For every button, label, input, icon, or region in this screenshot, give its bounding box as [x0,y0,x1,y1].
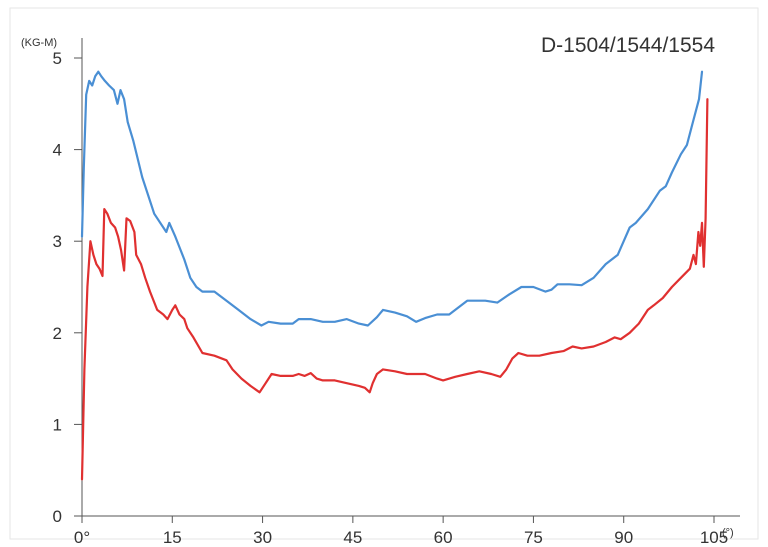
series-layer [80,70,709,481]
series-line-lower [80,98,709,481]
x-tick-label: 15 [163,528,182,547]
y-tick-label: 1 [53,415,62,434]
x-axis-unit-label: (°) [722,527,734,539]
x-tick-label: 60 [434,528,453,547]
x-tick-label: 105 [700,528,728,547]
x-tick-label: 30 [253,528,272,547]
x-tick-label: 0° [74,528,90,547]
x-tick-label: 90 [614,528,633,547]
y-axis-unit-label: (KG-M) [21,37,57,49]
y-tick-label: 2 [53,324,62,343]
x-tick-label: 75 [524,528,543,547]
chart-frame [9,7,759,540]
chart-title: D-1504/1544/1554 [541,34,715,57]
series-line-upper [80,70,704,327]
y-tick-label: 5 [53,49,62,68]
x-tick-label: 45 [343,528,362,547]
y-tick-label: 4 [53,141,62,160]
y-tick-label: 3 [53,232,62,251]
y-tick-label: 0 [53,507,62,526]
